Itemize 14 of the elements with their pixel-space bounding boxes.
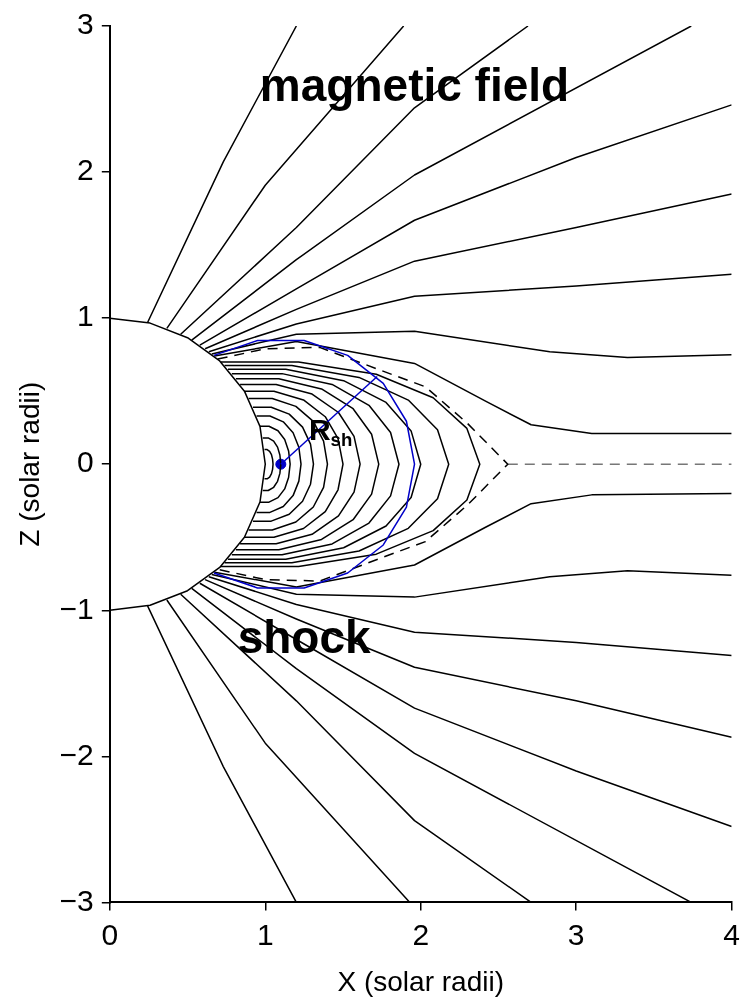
y-tick-label: −2 [59,737,94,771]
y-tick-label: −3 [59,883,94,917]
x-axis-title: X (solar radii) [337,965,504,997]
y-tick-label: −1 [59,591,94,625]
y-tick-label: 3 [77,7,94,41]
x-tick-label: 1 [256,917,274,951]
y-tick-label: 1 [77,299,94,333]
y-axis-title: Z (solar radii) [13,381,45,547]
y-tick-label: 0 [77,445,94,479]
x-tick-label: 2 [412,917,430,951]
x-tick-label: 4 [723,917,740,951]
x-tick-label: 0 [101,917,119,951]
x-tick-label: 3 [567,917,585,951]
y-tick-label: 2 [77,153,94,187]
